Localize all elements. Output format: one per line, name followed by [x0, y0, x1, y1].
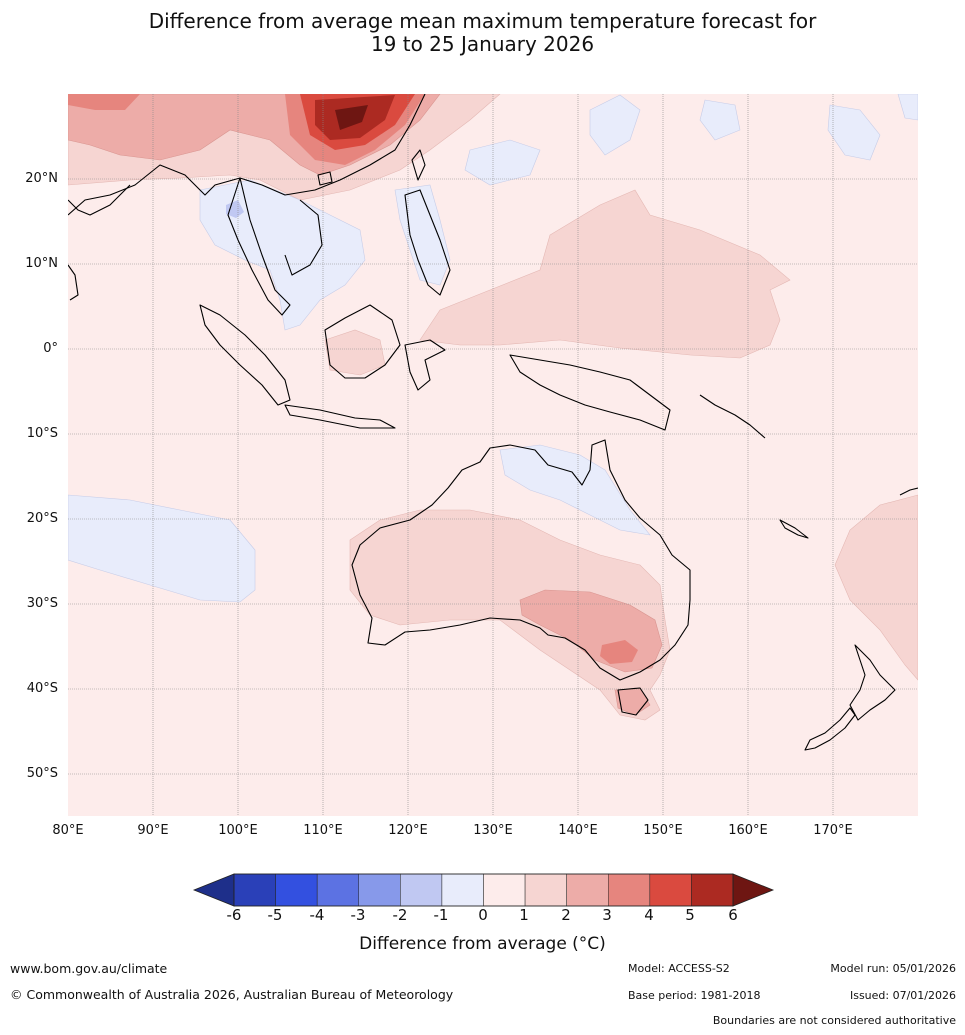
colorbar-tick: 4 [644, 906, 654, 924]
cool-region-np4 [897, 94, 918, 121]
colorbar-tick: -4 [309, 906, 325, 924]
colorbar-segment [566, 873, 609, 907]
lat-label-10s: 10°S [26, 426, 58, 441]
footer-base-period: Base period: 1981-2018 [628, 989, 761, 1002]
coast-sulawesi [404, 339, 446, 391]
warm-region-pacific [419, 189, 791, 359]
colorbar-segment [441, 873, 484, 907]
coast-java [284, 404, 396, 429]
lon-label-90e: 90°E [137, 823, 169, 838]
warm-region-east [834, 494, 918, 681]
cool-region-indochina [199, 179, 366, 331]
anomaly-field [68, 94, 918, 721]
lon-label-160e: 160°E [728, 823, 768, 838]
colorbar-tick: -1 [433, 906, 449, 924]
lat-label-0: 0° [43, 341, 58, 356]
map-title: Difference from average mean maximum tem… [0, 10, 965, 56]
coast-malay-peninsula [227, 177, 291, 316]
cool-region-indian-ocean [68, 494, 256, 603]
lon-label-140e: 140°E [558, 823, 598, 838]
lat-label-40s: 40°S [26, 681, 58, 696]
colorbar-tick: -2 [392, 906, 408, 924]
coast-taiwan [411, 149, 426, 181]
warm-core-victoria [600, 640, 638, 664]
colorbar-segments [233, 873, 734, 907]
colorbar-segment [649, 873, 692, 907]
colorbar-tick: -5 [267, 906, 283, 924]
colorbar-segment [316, 873, 359, 907]
lon-label-130e: 130°E [473, 823, 513, 838]
colorbar-low-extension [192, 873, 235, 907]
warm-core-india [68, 94, 140, 110]
lon-label-80e: 80°E [52, 823, 84, 838]
colorbar-tick: 6 [728, 906, 738, 924]
colorbar-segment [400, 873, 443, 907]
lon-label-170e: 170°E [813, 823, 853, 838]
lat-label-50s: 50°S [26, 766, 58, 781]
lon-label-110e: 110°E [303, 823, 343, 838]
footer-issued: Issued: 07/01/2026 [849, 989, 956, 1002]
coast-borneo [324, 304, 401, 379]
colorbar-tick: 5 [685, 906, 695, 924]
coastlines [68, 94, 918, 751]
cool-region-pacific-north [464, 139, 541, 186]
warm-extreme-china [335, 105, 368, 130]
colorbar-segment [483, 873, 526, 907]
lat-label-20s: 20°S [26, 511, 58, 526]
colorbar-segment [691, 873, 734, 907]
cool-region-np1 [589, 94, 641, 156]
coast-hainan [317, 171, 333, 186]
coast-philippines [404, 189, 451, 296]
coast-sri-lanka [68, 264, 79, 301]
colorbar [192, 873, 775, 907]
colorbar-segment [608, 873, 651, 907]
coast-new-zealand-south [804, 707, 856, 751]
colorbar-segment [358, 873, 401, 907]
colorbar-segment [233, 873, 276, 907]
colorbar-tick: -6 [226, 906, 242, 924]
lat-label-30s: 30°S [26, 596, 58, 611]
lat-label-10n: 10°N [25, 256, 58, 271]
colorbar-tick: -3 [350, 906, 366, 924]
lon-label-120e: 120°E [388, 823, 428, 838]
coast-new-zealand-north [849, 644, 896, 721]
coast-sumatra [199, 304, 291, 406]
coast-tasmania [617, 687, 649, 716]
colorbar-tick: 2 [561, 906, 571, 924]
coast-new-guinea [509, 354, 671, 431]
footer-url: www.bom.gov.au/climate [10, 961, 168, 976]
colorbar-tick: 3 [602, 906, 612, 924]
footer-model-run: Model run: 05/01/2026 [830, 962, 956, 975]
footer-disclaimer: Boundaries are not considered authoritat… [712, 1014, 956, 1027]
colorbar-segment [524, 873, 567, 907]
coast-fiji [899, 487, 918, 496]
graticule [68, 94, 918, 816]
colorbar-tick: 1 [519, 906, 529, 924]
warm-region-australia [349, 509, 671, 721]
title-line-1: Difference from average mean maximum tem… [148, 9, 817, 33]
cool-region-north-australia [499, 444, 651, 536]
colorbar-tick: 0 [478, 906, 488, 924]
lon-label-100e: 100°E [218, 823, 258, 838]
colorbar-label: Difference from average (°C) [359, 934, 606, 954]
lon-label-150e: 150°E [643, 823, 683, 838]
lat-label-20n: 20°N [25, 171, 58, 186]
colorbar-high-extension [732, 873, 775, 907]
cool-region-np2 [699, 99, 741, 141]
title-line-2: 19 to 25 January 2026 [370, 32, 595, 56]
footer-copyright: © Commonwealth of Australia 2026, Austra… [10, 987, 454, 1002]
footer-model: Model: ACCESS-S2 [628, 962, 730, 975]
colorbar-segment [275, 873, 318, 907]
coast-india [68, 184, 131, 216]
coast-vietnam [284, 199, 323, 276]
cool-region-philippines [394, 184, 451, 286]
cool-region-np3 [827, 104, 881, 161]
cool-spot-thailand [226, 200, 244, 218]
coast-new-caledonia [779, 519, 809, 539]
coast-solomons [699, 394, 766, 439]
coast-australia [351, 439, 691, 681]
colorbar-outline [233, 873, 734, 907]
